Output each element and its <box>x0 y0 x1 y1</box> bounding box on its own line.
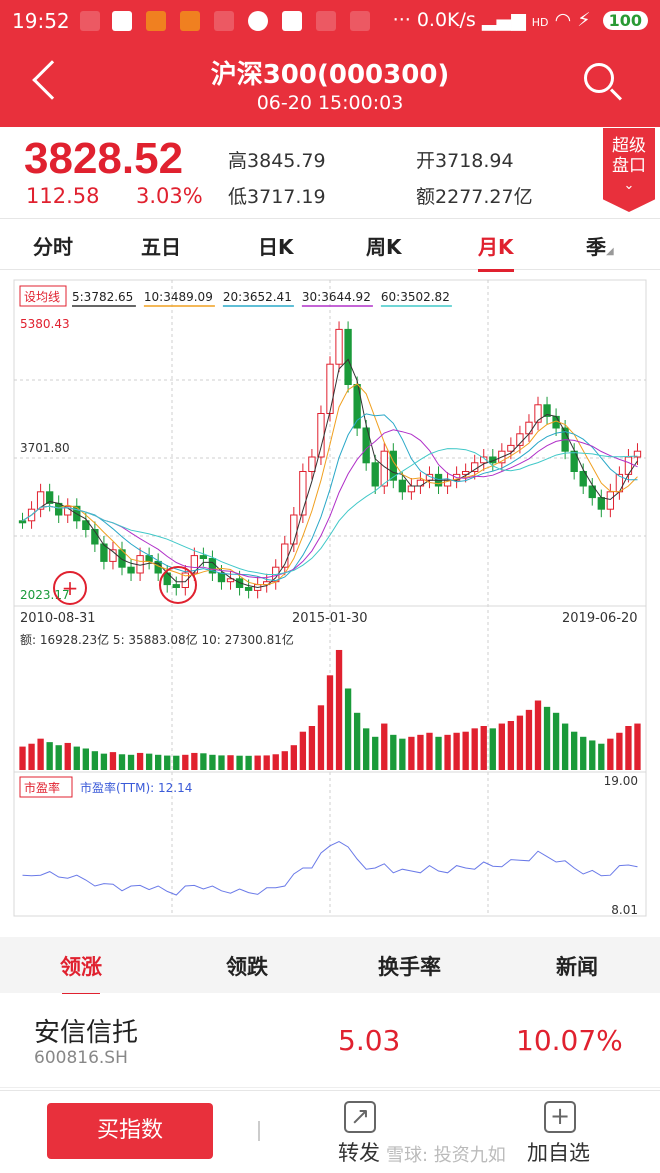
chart-grid <box>14 280 646 916</box>
index-price: 3828.52 <box>24 134 184 183</box>
battery-level: 100 <box>602 11 648 30</box>
app-notification-icon <box>248 11 268 31</box>
bottom-bar: 买指数 ↗ 转发 + 加自选 雪球: 投资九如 <box>0 1090 660 1173</box>
open-value: 开3718.94 <box>416 150 514 172</box>
volume-legend: 额: 16928.23亿 5: 35883.08亿 10: 27300.81亿 <box>20 632 294 647</box>
ma-legend: 5:3782.65 10:3489.09 20:3652.41 30:3644.92 6… <box>72 290 452 307</box>
pe-min-label: 8.01 <box>611 903 638 917</box>
stock-pct: 10.07% <box>516 1024 623 1057</box>
super-orderbook-button[interactable]: 超级 盘口 ⌄ <box>603 128 655 212</box>
check-notification-icon <box>180 11 200 31</box>
stock-price: 5.03 <box>338 1024 401 1057</box>
high-value: 高3845.79 <box>228 150 326 172</box>
set-ma-button[interactable] <box>19 285 67 307</box>
net-speed: 0.0K/s <box>416 9 476 31</box>
flash-icon: ⚡ <box>577 9 591 31</box>
tab-news[interactable]: 新闻 <box>556 955 598 979</box>
tab-top-gainers[interactable]: 领涨 <box>60 951 102 996</box>
status-time: 19:52 <box>12 9 70 33</box>
marker-circle-icon <box>159 566 197 604</box>
kline-chart[interactable]: 设均线 5:3782.65 10:3489.09 20:3652.41 30:3644… <box>0 272 660 932</box>
pe-legend: 市盈率(TTM): 12.14 <box>80 780 192 795</box>
pe-max-label: 19.00 <box>604 774 638 788</box>
index-change-pct: 3.03% <box>136 184 203 208</box>
stock-code: 600816.SH <box>34 1048 128 1068</box>
ranking-tabs: 领涨 领跌 换手率 新闻 <box>0 937 660 996</box>
page-title: 沪深300(000300) <box>210 60 450 90</box>
tab-daily[interactable]: 日K <box>258 235 294 259</box>
tab-quarterly[interactable]: 季◢ <box>586 235 614 259</box>
list-item[interactable]: 安信信托 600816.SH 5.03 10.07% <box>0 994 660 1088</box>
tab-monthly[interactable]: 月K <box>478 231 514 272</box>
chevron-down-icon: ⌄ <box>623 178 635 193</box>
chart-notification-icon <box>316 11 336 31</box>
watermark: 雪球: 投资九如 <box>386 1145 506 1166</box>
ma-legend-item: 5:3782.65 <box>72 290 133 304</box>
volume-bars <box>19 649 641 770</box>
pe-line <box>22 841 638 896</box>
buy-index-button[interactable]: 买指数 <box>47 1103 213 1159</box>
ma-lines <box>22 358 638 589</box>
search-icon[interactable] <box>584 63 614 93</box>
date-start: 2010-08-31 <box>20 611 96 626</box>
pe-button-label: 市盈率 <box>24 780 60 795</box>
tab-intraday[interactable]: 分时 <box>33 235 73 259</box>
top-bar: 19:52 ··· 0.0K/s ▂▄▆ HD ◠ ⚡ 100 沪深300(00… <box>0 0 660 127</box>
dropdown-icon: ◢ <box>606 246 614 257</box>
plus-marker-icon[interactable]: + <box>53 571 87 605</box>
chart-notification-icon <box>350 11 370 31</box>
wifi-icon: ◠ <box>554 9 572 31</box>
chart-notification-icon <box>80 11 100 31</box>
ma-legend-item: 10:3489.09 <box>144 290 213 304</box>
status-right: ··· 0.0K/s ▂▄▆ HD ◠ ⚡ 100 <box>393 9 648 31</box>
low-value: 低3717.19 <box>228 186 326 208</box>
badge-line2: 盘口 <box>612 156 646 176</box>
ma-legend-item: 30:3644.92 <box>302 290 371 304</box>
date-mid: 2015-01-30 <box>292 611 368 626</box>
divider <box>258 1121 260 1141</box>
mi-notification-icon <box>112 11 132 31</box>
ma-legend-item: 20:3652.41 <box>223 290 292 304</box>
add-watchlist-icon[interactable]: + <box>544 1101 576 1133</box>
price-max-label: 5380.43 <box>20 317 70 331</box>
set-ma-label: 设均线 <box>24 290 60 304</box>
network-type: HD <box>531 16 549 29</box>
tab-top-losers[interactable]: 领跌 <box>226 955 268 979</box>
badge-line1: 超级 <box>612 136 646 156</box>
status-bar: 19:52 ··· 0.0K/s ▂▄▆ HD ◠ ⚡ 100 <box>0 0 660 44</box>
share-icon[interactable]: ↗ <box>344 1101 376 1133</box>
add-watchlist-label[interactable]: 加自选 <box>527 1141 590 1165</box>
pe-button[interactable] <box>19 776 73 798</box>
svg-text:+: + <box>62 576 79 600</box>
more-icon: ··· <box>392 9 411 31</box>
price-mid-label: 3701.80 <box>20 441 70 455</box>
check-notification-icon <box>146 11 166 31</box>
ma-legend-item: 60:3502.82 <box>381 290 450 304</box>
signal-icon: ▂▄▆ <box>481 9 526 31</box>
tab-turnover[interactable]: 换手率 <box>378 955 441 979</box>
tab-weekly[interactable]: 周K <box>366 235 402 259</box>
book-notification-icon <box>282 11 302 31</box>
share-label[interactable]: 转发 <box>338 1141 380 1165</box>
amount-value: 额2277.27亿 <box>416 186 533 208</box>
stock-name: 安信信托 <box>34 1018 139 1048</box>
page-subtitle: 06-20 15:00:03 <box>256 92 404 114</box>
index-change: 112.58 <box>26 184 100 208</box>
date-end: 2019-06-20 <box>562 611 638 626</box>
period-tabs: 分时 五日 日K 周K 月K 季◢ <box>0 218 660 272</box>
chart-notification-icon <box>214 11 234 31</box>
tab-5day[interactable]: 五日 <box>141 235 181 259</box>
